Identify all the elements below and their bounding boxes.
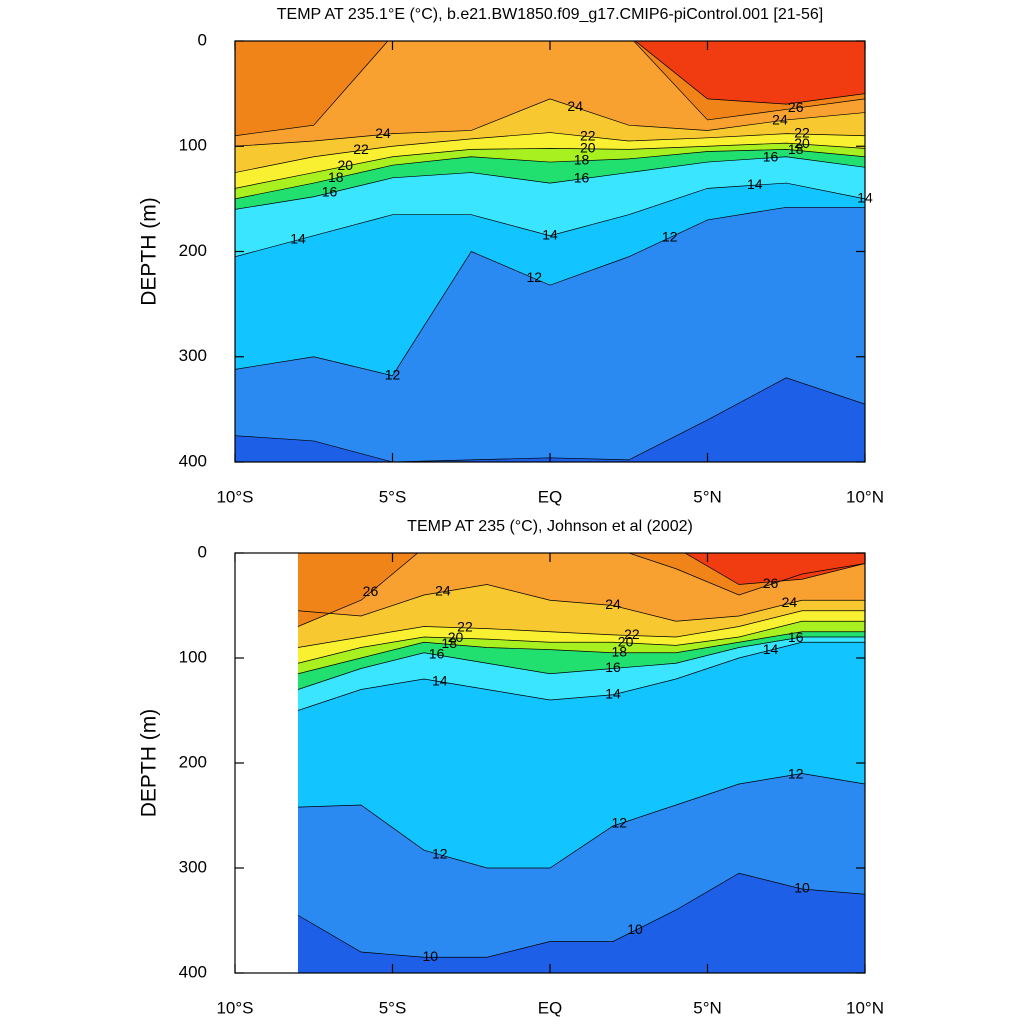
isotherm (297, 636, 865, 690)
isotherm (235, 142, 865, 189)
y-tick-label: 300 (179, 857, 207, 876)
chart-title: TEMP AT 235 (°C), Johnson et al (2002) (407, 518, 693, 535)
contour-label: 18 (788, 141, 804, 157)
y-tick-label: 100 (179, 647, 207, 666)
contour-label: 14 (763, 641, 779, 657)
contour-label: 12 (612, 815, 628, 831)
contour-label: 16 (763, 149, 779, 165)
x-tick-label: EQ (538, 998, 563, 1017)
contour-label: 20 (580, 140, 596, 156)
y-axis-label: DEPTH (m) (138, 709, 161, 818)
isotherm (297, 872, 865, 958)
y-tick-label: 0 (198, 542, 207, 561)
isotherm (684, 553, 865, 585)
contour-label: 22 (580, 127, 596, 143)
contour-label: 16 (605, 659, 621, 675)
y-tick-label: 100 (179, 136, 207, 155)
contour-label: 20 (337, 157, 353, 173)
contour-label: 24 (375, 125, 391, 141)
contour-label: 24 (605, 596, 621, 612)
contour-label: 14 (542, 226, 558, 242)
contour-label: 18 (612, 643, 628, 659)
isotherm (235, 98, 865, 147)
contour-label: 14 (432, 672, 448, 688)
contour-label: 14 (605, 685, 621, 701)
isotherm (235, 206, 865, 377)
contour-label: 24 (435, 583, 451, 599)
contour-fill (635, 41, 865, 105)
isotherm (235, 182, 865, 258)
contour-label: 20 (618, 634, 634, 650)
contour-label: 10 (423, 948, 439, 964)
contour-label: 10 (794, 880, 810, 896)
contour-label: 10 (627, 921, 643, 937)
isotherm (297, 553, 865, 627)
contour-label: 16 (429, 646, 445, 662)
contour-label: 18 (574, 151, 590, 167)
y-tick-label: 200 (179, 752, 207, 771)
chart-title: TEMP AT 235.1°E (°C), b.e21.BW1850.f09_g… (277, 6, 823, 23)
isotherm (235, 41, 865, 137)
contour-label: 24 (782, 594, 798, 610)
contour-label: 24 (567, 98, 583, 114)
contour-label: 22 (457, 619, 473, 635)
x-tick-label: 10°S (216, 998, 253, 1017)
contour-label: 16 (574, 170, 590, 186)
isotherm (634, 41, 865, 105)
contour-label: 14 (290, 231, 306, 247)
contour-label: 18 (328, 169, 344, 185)
contour-label: 12 (788, 765, 804, 781)
contour-label: 14 (747, 176, 763, 192)
y-tick-label: 400 (179, 451, 207, 470)
x-tick-label: 5°S (379, 998, 407, 1017)
isotherm (297, 641, 865, 711)
x-tick-label: 5°N (693, 487, 722, 506)
x-tick-label: 10°N (846, 487, 884, 506)
isotherm (297, 773, 865, 869)
contour-label: 26 (788, 99, 804, 115)
contour-label: 12 (662, 228, 678, 244)
contour-label: 16 (322, 184, 338, 200)
contour-area (297, 553, 865, 973)
contour-label: 18 (441, 635, 457, 651)
contour-label: 20 (448, 629, 464, 645)
x-tick-label: 5°S (379, 487, 407, 506)
isotherm (297, 620, 865, 664)
contour-fill (685, 553, 865, 585)
x-tick-label: 5°N (693, 998, 722, 1017)
y-tick-label: 400 (179, 962, 207, 981)
contour-label: 26 (363, 583, 379, 599)
contour-label: 22 (353, 141, 369, 157)
y-tick-label: 300 (179, 346, 207, 365)
isotherm (297, 631, 865, 675)
x-tick-label: 10°N (846, 998, 884, 1017)
contour-label: 16 (788, 629, 804, 645)
contour-label: 22 (624, 626, 640, 642)
y-axis-label: DEPTH (m) (138, 197, 161, 306)
contour-label: 12 (432, 845, 448, 861)
y-tick-label: 0 (198, 30, 207, 49)
isotherm (297, 584, 865, 622)
x-tick-label: 10°S (216, 487, 253, 506)
isotherm (235, 156, 865, 210)
y-tick-label: 200 (179, 241, 207, 260)
contour-label: 24 (772, 111, 788, 127)
contour-label: 22 (794, 125, 810, 141)
isotherm (235, 132, 865, 173)
contour-label: 26 (763, 575, 779, 591)
isotherm (297, 610, 865, 648)
x-tick-label: EQ (538, 487, 563, 506)
contour-label: 12 (526, 269, 542, 285)
isotherm (235, 149, 865, 200)
contour-label: 12 (385, 366, 401, 382)
contour-label: 20 (794, 135, 810, 151)
contour-area (235, 41, 865, 462)
